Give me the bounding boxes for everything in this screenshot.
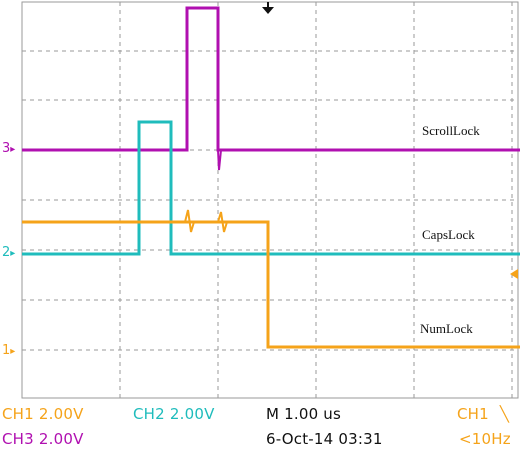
datetime-readout: 6-Oct-14 03:31 xyxy=(266,430,383,448)
ch2-marker-label: 2 xyxy=(2,245,11,260)
ch3-marker-label: 3 xyxy=(2,141,11,156)
ch2-trace xyxy=(22,120,520,256)
ch1-ground-marker[interactable]: 1▸ xyxy=(2,343,15,358)
trigger-position-icon xyxy=(262,2,274,14)
ch3-glitch xyxy=(217,149,222,171)
falling-edge-icon: ╲ xyxy=(499,405,510,423)
ch3-scale-readout: CH3 2.00V xyxy=(2,430,84,448)
ch1-glitch-1 xyxy=(184,209,195,233)
arrow-right-icon: ▸ xyxy=(10,144,16,155)
ch1-trace xyxy=(22,220,520,349)
ch3-ground-marker[interactable]: 3▸ xyxy=(2,141,15,156)
ch1-scale-readout: CH1 2.00V xyxy=(2,405,84,423)
ch1-glitch-2 xyxy=(217,211,228,233)
timebase-readout: M 1.00 us xyxy=(266,405,341,423)
ch2-scale-readout: CH2 2.00V xyxy=(133,405,215,423)
trigger-source-readout: CH1 ╲ xyxy=(457,405,509,423)
trigger-frequency-readout: <10Hz xyxy=(459,430,511,448)
waveform-traces xyxy=(22,6,520,349)
grid-frame xyxy=(21,1,519,399)
trigger-level-icon xyxy=(510,269,518,279)
arrow-right-icon: ▸ xyxy=(10,346,16,357)
trace-label-numlock: NumLock xyxy=(420,321,473,336)
trace-label-capslock: CapsLock xyxy=(422,227,475,242)
ch1-marker-label: 1 xyxy=(2,343,11,358)
ch2-ground-marker[interactable]: 2▸ xyxy=(2,245,15,260)
arrow-right-icon: ▸ xyxy=(10,248,16,259)
graticule-grid xyxy=(21,1,519,399)
ch3-trace xyxy=(22,6,520,152)
trigger-source-label: CH1 xyxy=(457,405,489,423)
trace-label-scrolllock: ScrollLock xyxy=(422,123,480,138)
